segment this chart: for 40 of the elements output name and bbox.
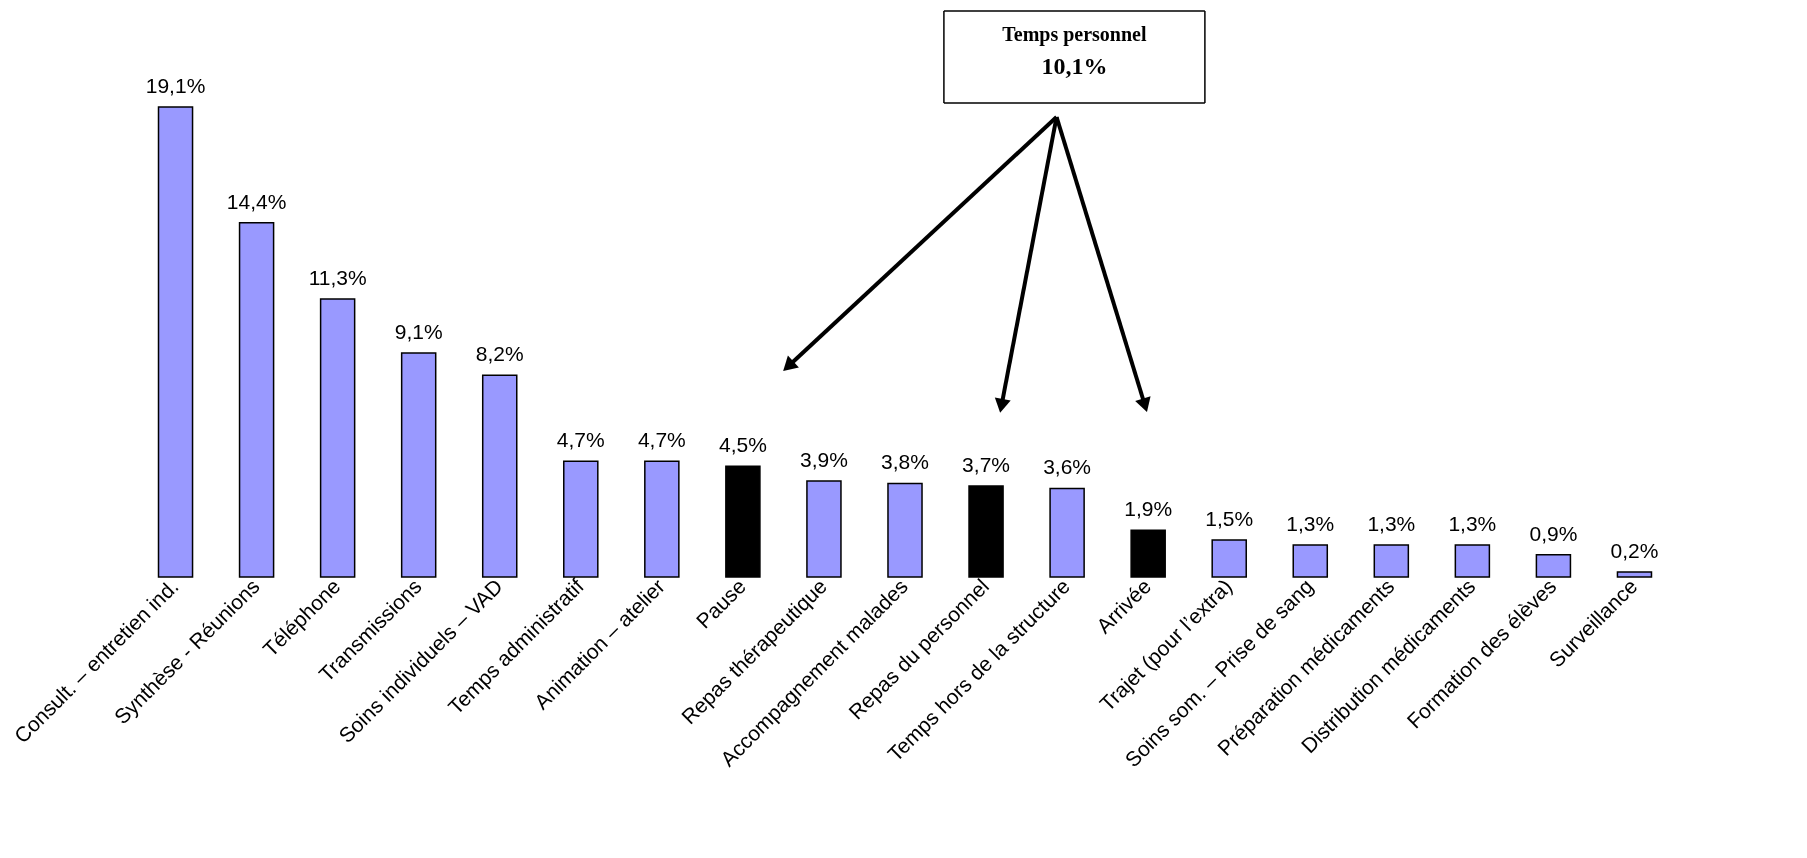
bar [1616, 571, 1653, 578]
bar [1292, 544, 1329, 578]
bar [1130, 529, 1166, 578]
bar [563, 460, 599, 578]
data-label: 1,3% [1448, 512, 1497, 536]
data-label: 19,1% [145, 74, 206, 97]
bar [1211, 539, 1247, 578]
bar [481, 374, 518, 578]
bar [644, 460, 680, 578]
bar [400, 352, 437, 578]
data-label: 3,9% [800, 448, 848, 472]
data-label: 3,8% [881, 450, 929, 474]
bar [806, 480, 842, 578]
data-label: 1,3% [1286, 512, 1335, 536]
data-label: 4,7% [556, 428, 605, 452]
bar [238, 221, 275, 578]
data-label: 14,4% [226, 189, 287, 213]
bar [968, 485, 1004, 578]
data-label: 8,2% [475, 342, 524, 366]
data-label: 11,3% [308, 265, 367, 289]
text: 10,1% [1041, 53, 1108, 79]
data-label: 9,1% [394, 320, 443, 344]
text: Temps personnel [1002, 23, 1147, 46]
bar [157, 106, 194, 578]
bar [1373, 544, 1410, 578]
bar [1049, 487, 1085, 578]
data-label: 0,9% [1529, 521, 1578, 545]
data-label: 4,5% [718, 433, 767, 457]
bar [887, 482, 923, 578]
data-label: 1,9% [1124, 497, 1173, 521]
data-label: 3,6% [1043, 455, 1092, 479]
data-label: 0,2% [1610, 539, 1659, 563]
data-label: 1,3% [1367, 512, 1416, 536]
data-label: 4,7% [637, 428, 686, 452]
data-label: 1,5% [1205, 507, 1254, 531]
bar [725, 465, 761, 578]
data-label: 3,7% [962, 452, 1010, 476]
bar [1535, 554, 1572, 578]
bar [319, 298, 356, 578]
bar [1454, 544, 1491, 578]
